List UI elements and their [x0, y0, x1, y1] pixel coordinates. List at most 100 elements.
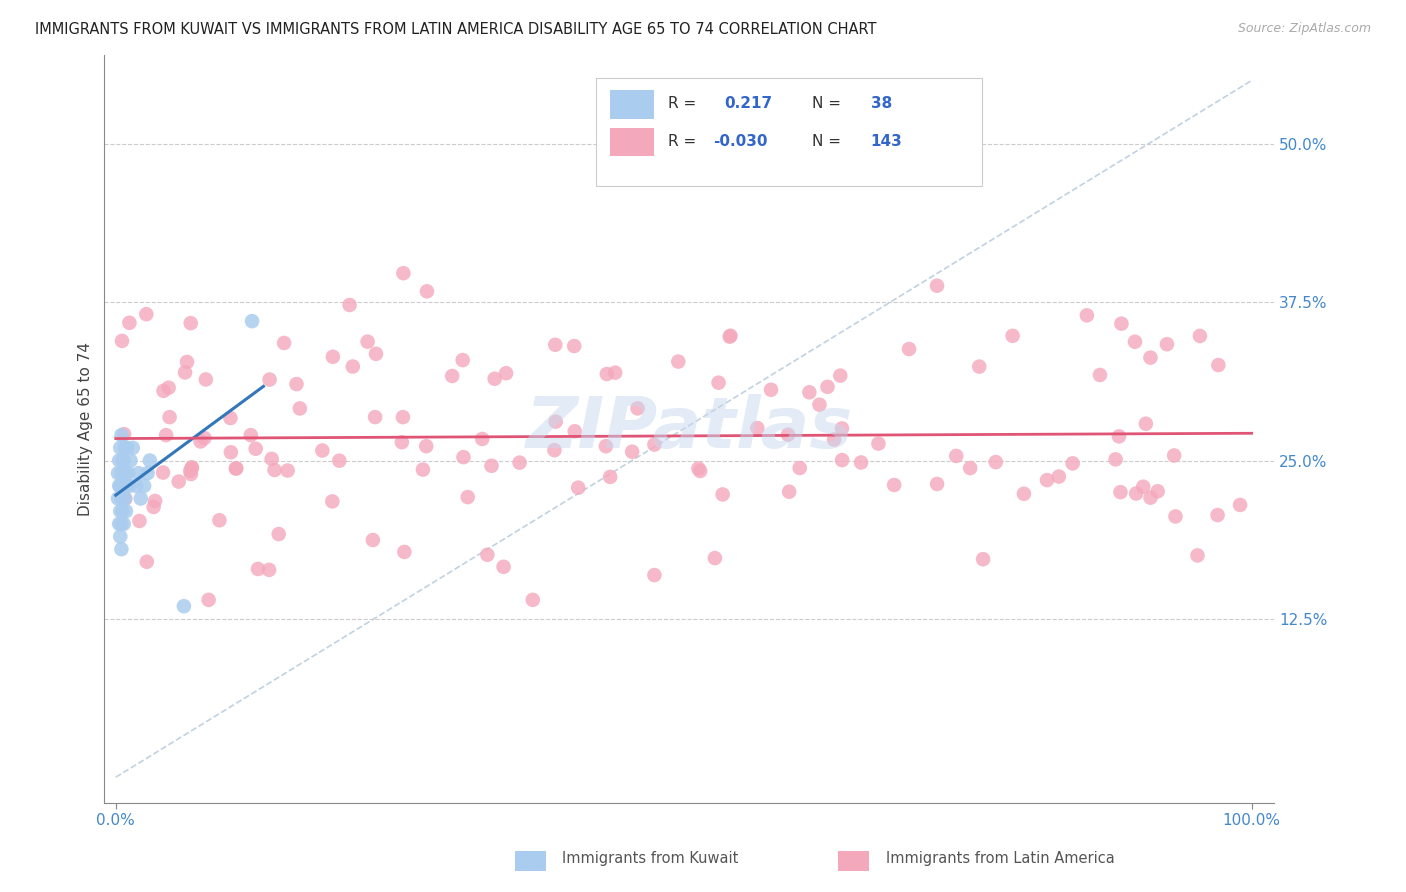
- Point: [567, 481, 589, 495]
- Point: [823, 433, 845, 447]
- Point: [925, 477, 948, 491]
- Point: [898, 342, 921, 356]
- Point: [114, 491, 136, 506]
- Point: [1036, 473, 1059, 487]
- Bar: [610, 128, 654, 156]
- Point: [643, 437, 665, 451]
- Point: [391, 435, 413, 450]
- Point: [817, 380, 839, 394]
- Point: [311, 443, 333, 458]
- Point: [108, 479, 131, 493]
- Point: [925, 278, 948, 293]
- Point: [1123, 334, 1146, 349]
- Point: [543, 443, 565, 458]
- Point: [152, 384, 174, 398]
- Point: [1109, 485, 1132, 500]
- Point: [128, 514, 150, 528]
- Point: [495, 366, 517, 380]
- Point: [114, 441, 136, 455]
- Point: [356, 334, 378, 349]
- Text: Source: ZipAtlas.com: Source: ZipAtlas.com: [1237, 22, 1371, 36]
- Point: [129, 491, 152, 506]
- Point: [136, 466, 159, 480]
- Point: [1012, 487, 1035, 501]
- Point: [595, 439, 617, 453]
- Point: [321, 494, 343, 508]
- Point: [115, 441, 138, 455]
- Point: [415, 439, 437, 453]
- Point: [322, 350, 344, 364]
- Point: [173, 599, 195, 614]
- Point: [110, 479, 132, 493]
- Point: [492, 559, 515, 574]
- Point: [120, 453, 142, 467]
- Point: [394, 545, 416, 559]
- Point: [1188, 329, 1211, 343]
- Point: [605, 366, 627, 380]
- Point: [135, 307, 157, 321]
- Point: [831, 453, 853, 467]
- Point: [959, 461, 981, 475]
- Point: [451, 353, 474, 368]
- Text: -0.030: -0.030: [713, 134, 768, 149]
- Point: [562, 339, 585, 353]
- Point: [830, 368, 852, 383]
- Point: [718, 329, 741, 343]
- Point: [1111, 317, 1133, 331]
- Point: [108, 453, 131, 467]
- Point: [155, 428, 177, 442]
- Point: [193, 431, 215, 445]
- Point: [110, 428, 132, 442]
- Y-axis label: Disability Age 65 to 74: Disability Age 65 to 74: [79, 342, 93, 516]
- Point: [112, 453, 135, 467]
- Point: [110, 466, 132, 480]
- Point: [1047, 469, 1070, 483]
- Point: [259, 373, 281, 387]
- Point: [246, 562, 269, 576]
- Point: [219, 445, 242, 459]
- Point: [799, 385, 821, 400]
- Point: [972, 552, 994, 566]
- Point: [688, 461, 710, 475]
- Point: [152, 466, 174, 480]
- Point: [1062, 456, 1084, 470]
- Point: [1156, 337, 1178, 351]
- Point: [110, 504, 132, 518]
- Point: [115, 466, 138, 480]
- Point: [1132, 480, 1154, 494]
- Point: [225, 461, 247, 475]
- Text: N =: N =: [813, 134, 841, 149]
- Point: [984, 455, 1007, 469]
- Point: [778, 484, 800, 499]
- Point: [1206, 508, 1229, 522]
- Point: [110, 516, 132, 531]
- Point: [522, 592, 544, 607]
- Text: IMMIGRANTS FROM KUWAIT VS IMMIGRANTS FROM LATIN AMERICA DISABILITY AGE 65 TO 74 : IMMIGRANTS FROM KUWAIT VS IMMIGRANTS FRO…: [35, 22, 877, 37]
- Point: [180, 460, 202, 475]
- Point: [277, 463, 299, 477]
- Point: [176, 355, 198, 369]
- Point: [666, 354, 689, 368]
- Point: [267, 527, 290, 541]
- Point: [179, 464, 201, 478]
- Point: [776, 427, 799, 442]
- Text: 143: 143: [870, 134, 903, 149]
- Point: [114, 491, 136, 506]
- Text: Immigrants from Latin America: Immigrants from Latin America: [886, 851, 1115, 865]
- Point: [621, 444, 644, 458]
- Point: [1125, 486, 1147, 500]
- Point: [190, 434, 212, 449]
- Point: [747, 421, 769, 435]
- Point: [110, 441, 132, 455]
- Point: [361, 533, 384, 547]
- Point: [412, 462, 434, 476]
- Point: [868, 436, 890, 450]
- Point: [240, 314, 263, 328]
- Point: [364, 347, 387, 361]
- Point: [260, 451, 283, 466]
- Point: [626, 401, 648, 416]
- Point: [180, 467, 202, 481]
- Point: [364, 410, 387, 425]
- Point: [219, 411, 242, 425]
- Point: [1088, 368, 1111, 382]
